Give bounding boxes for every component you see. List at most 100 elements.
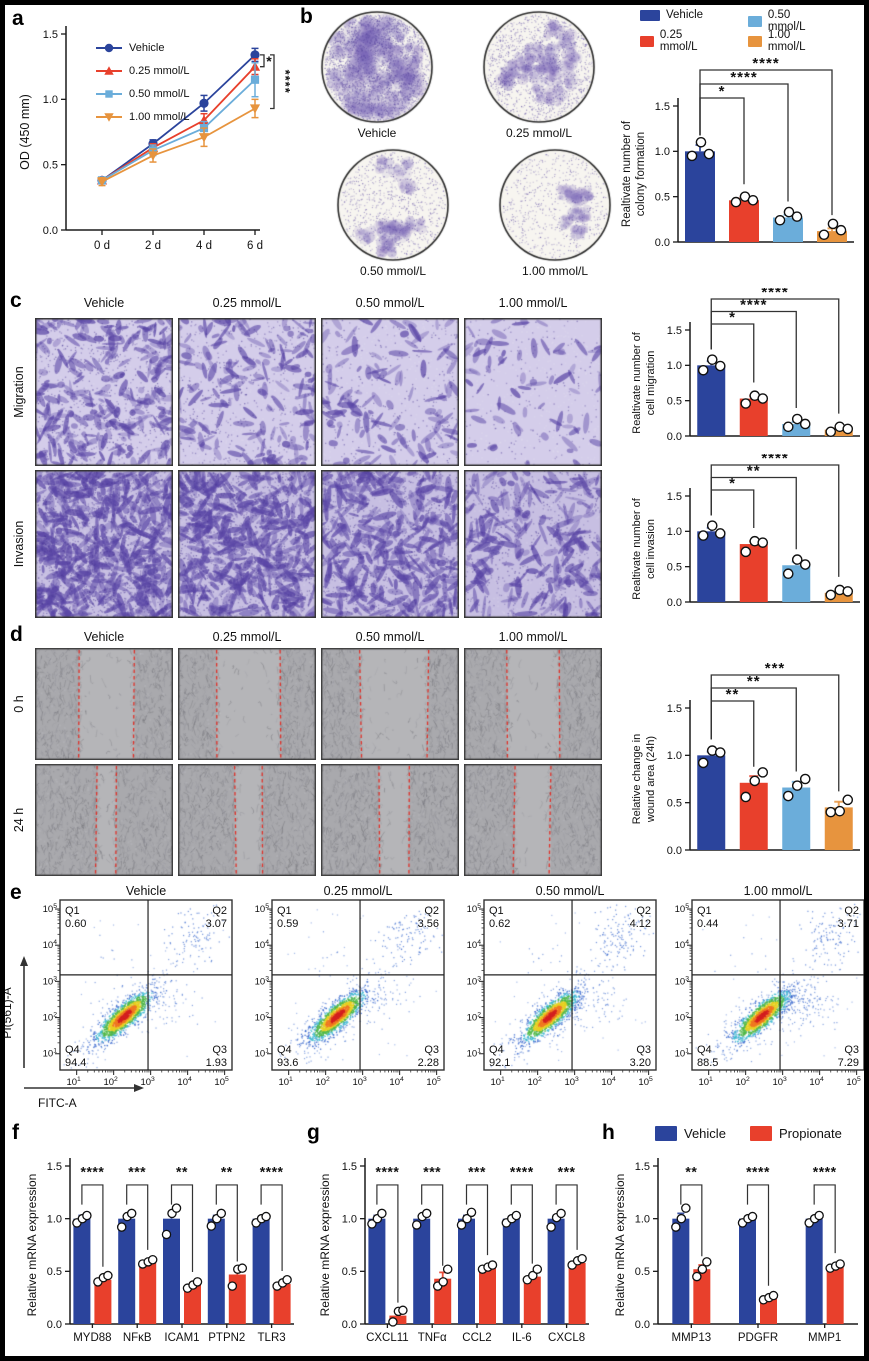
panel-a-label: a xyxy=(12,7,24,30)
svg-text:Q1: Q1 xyxy=(277,905,292,917)
panel-b-y-axis-label: Realtivate number of colony formation xyxy=(620,120,647,228)
svg-text:0.0: 0.0 xyxy=(667,597,682,609)
migration-image-025 xyxy=(178,318,316,466)
panel-b-bar-chart: 0.00.51.01.5********* xyxy=(655,55,854,249)
row-label-invasion: Invasion xyxy=(12,520,27,568)
flow-axes: 101 101 102 102 103 103 104 104 105 105 Q10.59 Q23.… xyxy=(255,899,445,1088)
legend-label: 0.25 mmol/L xyxy=(129,64,190,77)
svg-text:MYD88: MYD88 xyxy=(73,1332,111,1344)
dish-label: 0.50 mmol/L xyxy=(359,264,427,278)
migration-image-vehicle xyxy=(35,318,173,466)
column-header: 1.00 mmol/L xyxy=(498,296,568,310)
svg-text:105: 105 xyxy=(426,1076,441,1088)
svg-text:103: 103 xyxy=(772,1076,787,1088)
svg-text:0.60: 0.60 xyxy=(65,918,86,930)
column-header: 0.25 mmol/L xyxy=(212,296,282,310)
svg-text:92.1: 92.1 xyxy=(489,1057,510,1069)
column-header: 0.25 mmol/L xyxy=(212,630,282,644)
svg-text:Q4: Q4 xyxy=(697,1044,712,1056)
legend-label: Vehicle xyxy=(684,1126,726,1141)
svg-text:1.5: 1.5 xyxy=(667,491,682,503)
svg-text:1.5: 1.5 xyxy=(667,325,682,337)
svg-text:*: * xyxy=(729,309,736,326)
flow-x-axis-label: FITC-A xyxy=(38,1096,77,1110)
panel-d-label: d xyxy=(10,623,23,646)
legend-label: 0.25 mmol/L xyxy=(659,29,698,53)
svg-text:1.5: 1.5 xyxy=(342,1161,357,1173)
panel-a-legend: Vehicle 0.25 mmol/L 0.50 mmol/L 1.00 mmo… xyxy=(96,36,190,128)
colony-dish-100 xyxy=(498,148,612,262)
flow-title: 1.00 mmol/L xyxy=(743,884,813,898)
column-header: 1.00 mmol/L xyxy=(498,630,568,644)
legend-label: Vehicle xyxy=(666,9,704,21)
colony-dish-025 xyxy=(482,10,596,124)
svg-text:IL-6: IL-6 xyxy=(512,1332,532,1344)
svg-text:102: 102 xyxy=(315,1076,330,1088)
svg-text:Q2: Q2 xyxy=(424,905,439,917)
svg-text:0.59: 0.59 xyxy=(277,918,298,930)
column-header: 0.50 mmol/L xyxy=(355,296,425,310)
svg-text:104: 104 xyxy=(255,939,270,951)
legend-label: 0.50 mmol/L xyxy=(129,87,190,100)
line-marker-icon xyxy=(96,65,122,75)
svg-text:4 d: 4 d xyxy=(196,240,212,252)
panel-c-invasion-bar-chart: 0.00.51.01.5******* xyxy=(667,454,860,609)
svg-text:0.5: 0.5 xyxy=(667,797,682,809)
svg-text:PDGFR: PDGFR xyxy=(738,1332,778,1344)
panel-b-label: b xyxy=(300,5,313,28)
svg-text:**: ** xyxy=(747,673,761,690)
svg-text:105: 105 xyxy=(675,903,690,915)
legend-item: Vehicle xyxy=(655,1126,726,1141)
legend-item: 0.50 mmol/L xyxy=(748,9,812,33)
svg-text:Q1: Q1 xyxy=(489,905,504,917)
colony-dish-050 xyxy=(336,148,450,262)
flow-scatter-canvas xyxy=(272,900,444,1070)
svg-text:**: ** xyxy=(176,1163,188,1179)
panel-g-grouped-bar-chart: 0.0 0.5 1.0 1.5 CXCL11 **** TNFα *** CCL2 *** IL-6… xyxy=(342,1158,589,1344)
flow-axes: 101 101 102 102 103 103 104 104 105 105 Q10.60 Q23.… xyxy=(43,899,233,1088)
svg-text:104: 104 xyxy=(43,939,58,951)
svg-text:*: * xyxy=(719,83,726,100)
svg-text:101: 101 xyxy=(490,1076,505,1088)
svg-text:Q2: Q2 xyxy=(636,905,651,917)
svg-text:0.5: 0.5 xyxy=(667,395,682,407)
svg-text:6 d: 6 d xyxy=(247,240,263,252)
svg-text:CXCL8: CXCL8 xyxy=(548,1332,585,1344)
color-swatch-icon xyxy=(640,35,654,47)
svg-text:****: **** xyxy=(510,1163,534,1179)
svg-text:0.0: 0.0 xyxy=(667,845,682,857)
panel-e-label: e xyxy=(10,881,22,904)
svg-text:0.44: 0.44 xyxy=(697,918,718,930)
wound-image-24h-050 xyxy=(321,764,459,876)
svg-text:103: 103 xyxy=(352,1076,367,1088)
panel-c-migration-y-axis-label: Realtivate number of cell migration xyxy=(631,332,657,434)
svg-text:0.5: 0.5 xyxy=(43,159,58,171)
svg-text:88.5: 88.5 xyxy=(697,1057,718,1069)
svg-text:****: **** xyxy=(278,70,292,94)
svg-text:1.5: 1.5 xyxy=(47,1161,62,1173)
svg-text:****: **** xyxy=(81,1163,105,1179)
legend-item: Propionate xyxy=(750,1126,842,1141)
flow-plot-vehicle: Vehicle 101 101 102 102 103 103 104 104 105 105 Q1… xyxy=(28,884,240,1088)
svg-text:101: 101 xyxy=(675,1048,690,1060)
flow-plot-050: 0.50 mmol/L 101 101 102 102 103 103 104 104 105 1… xyxy=(452,884,664,1088)
svg-text:101: 101 xyxy=(66,1076,81,1088)
svg-text:2 d: 2 d xyxy=(145,240,161,252)
wound-image-0h-050 xyxy=(321,648,459,760)
migration-image-050 xyxy=(321,318,459,466)
svg-text:Q1: Q1 xyxy=(65,905,80,917)
flow-scatter-canvas xyxy=(692,900,864,1070)
legend-item: 0.25 mmol/L xyxy=(640,29,704,53)
svg-text:0.0: 0.0 xyxy=(667,431,682,443)
svg-text:1.5: 1.5 xyxy=(667,703,682,715)
svg-text:****: **** xyxy=(740,297,767,314)
svg-text:Q2: Q2 xyxy=(844,905,859,917)
svg-text:102: 102 xyxy=(255,1012,270,1024)
svg-text:101: 101 xyxy=(467,1048,482,1060)
svg-text:Q2: Q2 xyxy=(212,905,227,917)
svg-text:103: 103 xyxy=(564,1076,579,1088)
invasion-image-100 xyxy=(464,470,602,618)
svg-text:Q3: Q3 xyxy=(636,1044,651,1056)
